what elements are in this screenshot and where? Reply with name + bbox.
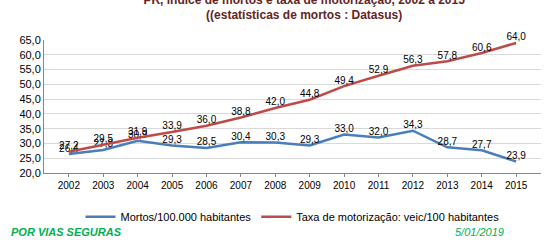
svg-text:57,8: 57,8 <box>438 50 458 61</box>
svg-text:28,5: 28,5 <box>197 136 217 147</box>
svg-text:2005: 2005 <box>161 180 184 191</box>
svg-text:60,0: 60,0 <box>19 49 40 61</box>
svg-text:32,0: 32,0 <box>369 126 389 137</box>
svg-text:POR VIAS SEGURAS: POR VIAS SEGURAS <box>11 226 122 238</box>
svg-text:60,6: 60,6 <box>472 42 492 53</box>
svg-text:5/01/2019: 5/01/2019 <box>455 226 504 238</box>
svg-text:27,7: 27,7 <box>472 139 492 150</box>
svg-text:33,9: 33,9 <box>162 120 182 131</box>
svg-text:33,0: 33,0 <box>334 123 354 134</box>
svg-text:40,0: 40,0 <box>19 108 40 120</box>
svg-text:36,0: 36,0 <box>197 114 217 125</box>
svg-text:2008: 2008 <box>264 180 287 191</box>
svg-text:2002: 2002 <box>58 180 81 191</box>
svg-text:30,4: 30,4 <box>231 131 251 142</box>
svg-text:30,0: 30,0 <box>19 137 40 149</box>
svg-text:Mortos/100.000 habitantes: Mortos/100.000 habitantes <box>121 211 252 223</box>
svg-text:30,9: 30,9 <box>128 129 148 140</box>
svg-text:35,0: 35,0 <box>19 123 40 135</box>
svg-text:2003: 2003 <box>92 180 115 191</box>
svg-text:23,9: 23,9 <box>506 150 526 161</box>
svg-text:38,8: 38,8 <box>231 106 251 117</box>
svg-text:2006: 2006 <box>195 180 218 191</box>
svg-text:27,2: 27,2 <box>59 140 79 151</box>
svg-text:30,3: 30,3 <box>266 131 286 142</box>
svg-text:Taxa de motorização: veic/100: Taxa de motorização: veic/100 habitantes <box>296 211 499 223</box>
svg-text:2015: 2015 <box>505 180 528 191</box>
svg-text:2014: 2014 <box>471 180 494 191</box>
svg-text:65,0: 65,0 <box>19 34 40 46</box>
svg-text:49,4: 49,4 <box>334 75 354 86</box>
svg-text:29,3: 29,3 <box>162 134 182 145</box>
svg-text:45,0: 45,0 <box>19 93 40 105</box>
svg-text:2013: 2013 <box>436 180 459 191</box>
svg-text:2011: 2011 <box>368 180 390 191</box>
svg-text:42,0: 42,0 <box>266 96 286 107</box>
svg-text:56,3: 56,3 <box>403 54 423 65</box>
svg-text:26,4: 26,4 <box>59 143 79 154</box>
svg-text:50,0: 50,0 <box>19 78 40 90</box>
svg-text:29,3: 29,3 <box>300 134 320 145</box>
svg-text:27,8: 27,8 <box>94 138 114 149</box>
svg-text:2007: 2007 <box>230 180 253 191</box>
svg-text:28,7: 28,7 <box>438 136 458 147</box>
svg-text:2012: 2012 <box>402 180 425 191</box>
svg-text:20,0: 20,0 <box>19 167 40 179</box>
svg-text:52,9: 52,9 <box>369 64 389 75</box>
svg-text:34,3: 34,3 <box>403 119 423 130</box>
svg-text:25,0: 25,0 <box>19 152 40 164</box>
svg-text:2009: 2009 <box>299 180 322 191</box>
svg-text:2004: 2004 <box>127 180 150 191</box>
svg-text:64,0: 64,0 <box>506 31 526 42</box>
svg-text:PR, índice de mortos e taxa de: PR, índice de mortos e taxa de motorizaç… <box>143 0 465 22</box>
svg-text:44,8: 44,8 <box>300 88 320 99</box>
svg-text:29,5: 29,5 <box>94 133 114 144</box>
svg-text:31,9: 31,9 <box>128 126 148 137</box>
svg-text:2010: 2010 <box>333 180 356 191</box>
svg-text:55,0: 55,0 <box>19 63 40 75</box>
